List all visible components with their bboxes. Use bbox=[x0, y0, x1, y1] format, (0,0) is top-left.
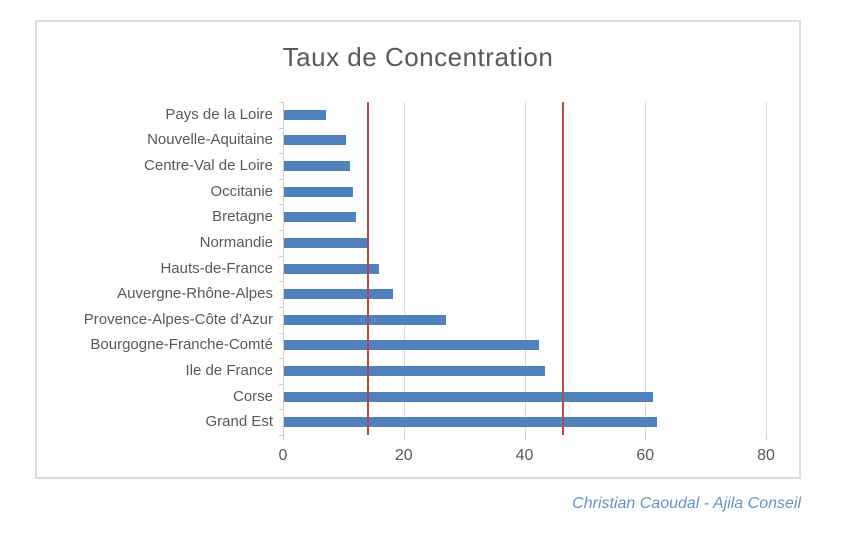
bar-provence-alpes-c-te-d-azur bbox=[284, 314, 447, 325]
x-axis-tick-40 bbox=[524, 435, 526, 440]
x-axis-label-80: 80 bbox=[757, 447, 775, 464]
chart-frame: Taux de Concentration 0 20 40 60 80 Pays de l… bbox=[35, 20, 801, 479]
bar-occitanie bbox=[284, 186, 353, 197]
x-axis-label-0: 0 bbox=[278, 447, 288, 464]
gridline-x-60 bbox=[645, 102, 647, 435]
y-axis-tick bbox=[279, 102, 283, 103]
gridline-x-20 bbox=[403, 102, 405, 435]
y-axis-tick bbox=[279, 204, 283, 206]
bar-corse bbox=[284, 391, 654, 402]
category-label: Occitanie bbox=[210, 182, 273, 200]
category-label: Corse bbox=[232, 387, 273, 405]
reference-line-2 bbox=[561, 102, 564, 435]
bar-grand-est bbox=[284, 417, 658, 428]
plot-area: 0 20 40 60 80 Pays de la Loire Nouvelle-Aquita… bbox=[84, 102, 775, 464]
bar-normandie bbox=[284, 237, 368, 248]
y-axis-tick bbox=[279, 178, 283, 180]
category-label: Grand Est bbox=[205, 413, 273, 431]
x-axis-label-60: 60 bbox=[636, 447, 655, 464]
x-axis-tick-60 bbox=[645, 435, 647, 440]
y-axis-tick bbox=[279, 306, 283, 308]
bar-bourgogne-franche-comt- bbox=[284, 340, 539, 351]
y-axis-tick bbox=[279, 153, 283, 155]
y-axis-tick bbox=[279, 332, 283, 334]
y-axis-tick bbox=[279, 409, 283, 411]
bar-pays-de-la-loire bbox=[284, 109, 327, 120]
y-axis-tick bbox=[279, 383, 283, 385]
credit-text: Christian Caoudal - Ajila Conseil bbox=[572, 495, 801, 512]
y-axis-line bbox=[283, 102, 284, 435]
category-label: Ile de France bbox=[185, 361, 273, 379]
x-axis-label-20: 20 bbox=[394, 447, 413, 464]
y-axis-tick bbox=[279, 255, 283, 257]
category-label: Normandie bbox=[199, 233, 273, 251]
y-axis-tick bbox=[279, 230, 283, 232]
bar-centre-val-de-loire bbox=[284, 161, 351, 172]
chart-title: Taux de Concentration bbox=[282, 42, 554, 72]
bar-auvergne-rh-ne-alpes bbox=[284, 289, 393, 300]
y-axis-tick bbox=[279, 281, 283, 283]
y-axis-tick bbox=[279, 127, 283, 129]
reference-line-1 bbox=[367, 102, 370, 435]
gridline-x-80 bbox=[766, 102, 767, 435]
category-label: Nouvelle-Aquitaine bbox=[147, 131, 273, 149]
bar-ile-de-france bbox=[284, 365, 546, 376]
bar-nouvelle-aquitaine bbox=[284, 135, 347, 146]
category-label: Pays de la Loire bbox=[165, 105, 273, 123]
category-label: Bretagne bbox=[212, 208, 273, 226]
x-axis-label-40: 40 bbox=[515, 447, 534, 464]
gridline-x-40 bbox=[524, 102, 526, 435]
category-label: Bourgogne-Franche-Comté bbox=[90, 336, 273, 354]
x-axis-tick-20 bbox=[403, 435, 405, 440]
y-axis-tick bbox=[279, 435, 283, 436]
bar-bretagne bbox=[284, 212, 357, 223]
x-axis-tick-80 bbox=[766, 435, 767, 440]
category-label: Centre-Val de Loire bbox=[144, 157, 273, 175]
category-label: Hauts-de-France bbox=[160, 259, 273, 277]
x-axis-tick-0 bbox=[283, 435, 284, 440]
bar-hauts-de-france bbox=[284, 263, 379, 274]
category-label: Auvergne-Rhône-Alpes bbox=[117, 285, 273, 303]
category-label: Provence-Alpes-Côte d’Azur bbox=[83, 310, 273, 328]
y-axis-tick bbox=[279, 358, 283, 360]
